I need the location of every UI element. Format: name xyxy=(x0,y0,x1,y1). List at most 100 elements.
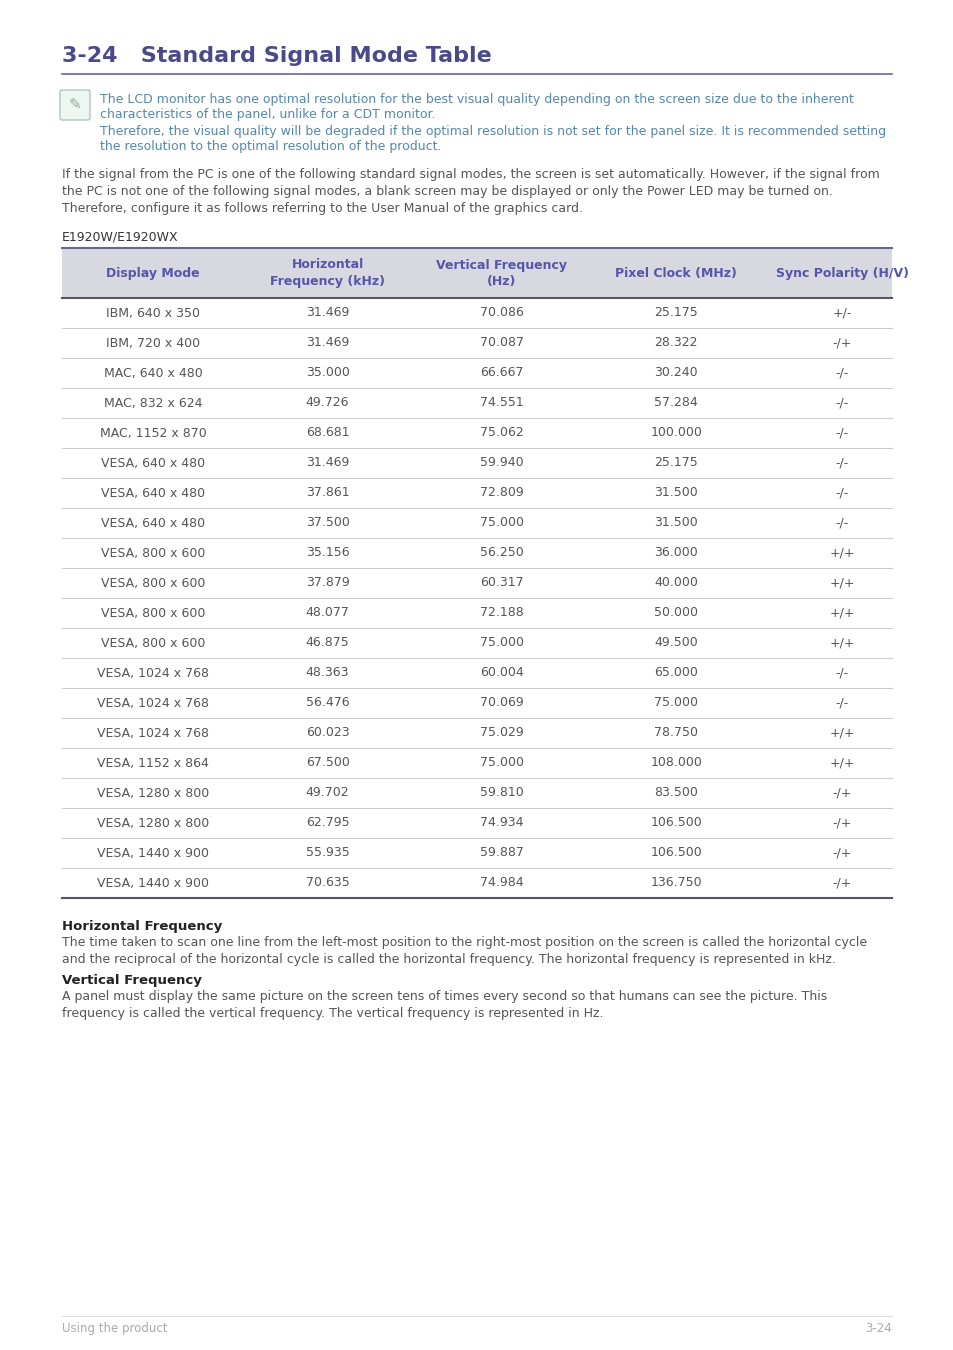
Text: 67.500: 67.500 xyxy=(305,756,349,770)
Bar xyxy=(62,418,891,448)
Text: 60.317: 60.317 xyxy=(479,576,523,590)
Text: 31.500: 31.500 xyxy=(654,517,698,529)
Text: 78.750: 78.750 xyxy=(654,726,698,740)
Text: 70.069: 70.069 xyxy=(479,697,523,710)
Text: 50.000: 50.000 xyxy=(654,606,698,620)
Text: -/-: -/- xyxy=(835,667,848,679)
Text: IBM, 640 x 350: IBM, 640 x 350 xyxy=(106,306,200,320)
Text: 35.000: 35.000 xyxy=(305,366,349,379)
Text: -/+: -/+ xyxy=(832,846,851,860)
Text: -/+: -/+ xyxy=(832,817,851,829)
Text: -/+: -/+ xyxy=(832,787,851,799)
Text: 31.469: 31.469 xyxy=(306,456,349,470)
Text: 60.004: 60.004 xyxy=(479,667,523,679)
Text: VESA, 1440 x 900: VESA, 1440 x 900 xyxy=(97,876,209,890)
Text: 75.000: 75.000 xyxy=(479,636,523,649)
Text: -/-: -/- xyxy=(835,517,848,529)
Text: 49.726: 49.726 xyxy=(306,397,349,409)
Text: 59.940: 59.940 xyxy=(479,456,523,470)
Bar xyxy=(62,778,891,809)
Text: The LCD monitor has one optimal resolution for the best visual quality depending: The LCD monitor has one optimal resoluti… xyxy=(100,93,853,122)
Text: VESA, 800 x 600: VESA, 800 x 600 xyxy=(101,547,205,559)
Text: VESA, 1024 x 768: VESA, 1024 x 768 xyxy=(97,697,209,710)
Text: VESA, 800 x 600: VESA, 800 x 600 xyxy=(101,636,205,649)
Text: 136.750: 136.750 xyxy=(650,876,701,890)
Text: 37.861: 37.861 xyxy=(306,486,349,500)
Text: 62.795: 62.795 xyxy=(306,817,349,829)
Text: 68.681: 68.681 xyxy=(306,427,349,440)
Text: +/+: +/+ xyxy=(828,547,854,559)
Text: MAC, 1152 x 870: MAC, 1152 x 870 xyxy=(100,427,207,440)
Text: 70.086: 70.086 xyxy=(479,306,523,320)
Text: 37.500: 37.500 xyxy=(305,517,349,529)
Text: VESA, 1280 x 800: VESA, 1280 x 800 xyxy=(97,787,210,799)
Text: 74.934: 74.934 xyxy=(479,817,523,829)
Text: MAC, 832 x 624: MAC, 832 x 624 xyxy=(104,397,202,409)
Text: 108.000: 108.000 xyxy=(650,756,701,770)
Bar xyxy=(62,598,891,628)
Text: 30.240: 30.240 xyxy=(654,366,698,379)
Text: 31.469: 31.469 xyxy=(306,306,349,320)
Text: 28.322: 28.322 xyxy=(654,336,698,350)
Text: -/-: -/- xyxy=(835,366,848,379)
Text: +/-: +/- xyxy=(832,306,851,320)
Text: +/+: +/+ xyxy=(828,756,854,770)
Text: 70.635: 70.635 xyxy=(305,876,349,890)
Text: 55.935: 55.935 xyxy=(305,846,349,860)
Text: 37.879: 37.879 xyxy=(305,576,349,590)
Text: 70.087: 70.087 xyxy=(479,336,523,350)
Bar xyxy=(62,508,891,539)
Text: 49.500: 49.500 xyxy=(654,636,698,649)
Text: -/-: -/- xyxy=(835,397,848,409)
Text: 3-24   Standard Signal Mode Table: 3-24 Standard Signal Mode Table xyxy=(62,46,491,66)
Text: Sync Polarity (H/V): Sync Polarity (H/V) xyxy=(775,266,908,279)
Text: A panel must display the same picture on the screen tens of times every second s: A panel must display the same picture on… xyxy=(62,990,826,1021)
Text: 59.810: 59.810 xyxy=(479,787,523,799)
Bar xyxy=(62,478,891,508)
Text: -/-: -/- xyxy=(835,486,848,500)
Text: Pixel Clock (MHz): Pixel Clock (MHz) xyxy=(615,266,737,279)
Text: 25.175: 25.175 xyxy=(654,306,698,320)
Text: VESA, 800 x 600: VESA, 800 x 600 xyxy=(101,606,205,620)
Text: 48.363: 48.363 xyxy=(306,667,349,679)
Text: 106.500: 106.500 xyxy=(650,846,701,860)
Text: VESA, 800 x 600: VESA, 800 x 600 xyxy=(101,576,205,590)
Text: Vertical Frequency: Vertical Frequency xyxy=(62,973,202,987)
Bar xyxy=(62,838,891,868)
Text: 106.500: 106.500 xyxy=(650,817,701,829)
Text: VESA, 640 x 480: VESA, 640 x 480 xyxy=(101,517,205,529)
Text: -/+: -/+ xyxy=(832,336,851,350)
Text: VESA, 1440 x 900: VESA, 1440 x 900 xyxy=(97,846,209,860)
Text: 31.469: 31.469 xyxy=(306,336,349,350)
Text: 83.500: 83.500 xyxy=(654,787,698,799)
Text: 56.250: 56.250 xyxy=(479,547,523,559)
Text: 59.887: 59.887 xyxy=(479,846,523,860)
Text: The time taken to scan one line from the left-most position to the right-most po: The time taken to scan one line from the… xyxy=(62,936,866,967)
Text: 48.077: 48.077 xyxy=(305,606,349,620)
Text: 36.000: 36.000 xyxy=(654,547,698,559)
Text: 57.284: 57.284 xyxy=(654,397,698,409)
Bar xyxy=(62,539,891,568)
Text: If the signal from the PC is one of the following standard signal modes, the scr: If the signal from the PC is one of the … xyxy=(62,167,879,215)
Text: 75.000: 75.000 xyxy=(479,517,523,529)
Bar xyxy=(62,748,891,778)
Text: Horizontal
Frequency (kHz): Horizontal Frequency (kHz) xyxy=(270,258,385,288)
Bar xyxy=(62,448,891,478)
Bar xyxy=(62,328,891,358)
Bar xyxy=(62,657,891,688)
Text: 72.188: 72.188 xyxy=(479,606,523,620)
Text: +/+: +/+ xyxy=(828,606,854,620)
Text: 75.029: 75.029 xyxy=(479,726,523,740)
Text: VESA, 640 x 480: VESA, 640 x 480 xyxy=(101,486,205,500)
Text: -/-: -/- xyxy=(835,456,848,470)
Text: 66.667: 66.667 xyxy=(479,366,523,379)
Text: VESA, 640 x 480: VESA, 640 x 480 xyxy=(101,456,205,470)
Bar xyxy=(62,298,891,328)
Text: 46.875: 46.875 xyxy=(305,636,349,649)
Text: MAC, 640 x 480: MAC, 640 x 480 xyxy=(104,366,202,379)
Text: 3-24: 3-24 xyxy=(864,1322,891,1335)
Text: 75.000: 75.000 xyxy=(654,697,698,710)
FancyBboxPatch shape xyxy=(60,90,90,120)
Text: 35.156: 35.156 xyxy=(306,547,349,559)
Text: 40.000: 40.000 xyxy=(654,576,698,590)
